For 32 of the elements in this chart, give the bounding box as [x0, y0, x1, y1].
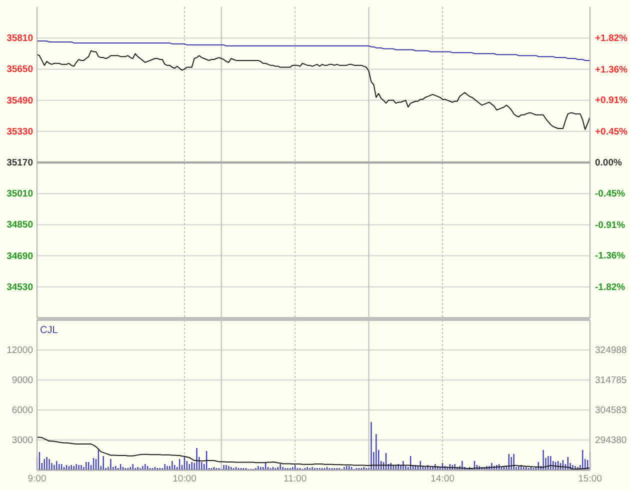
- y2-tick-label: +0.45%: [595, 126, 628, 138]
- y-tick-label: 34690: [6, 250, 33, 262]
- y2-tick-label: -1.82%: [595, 282, 626, 294]
- x-tick-label: 14:00: [430, 474, 454, 485]
- y-tick-label: 35490: [6, 95, 33, 106]
- x-tick-label: 11:00: [284, 474, 307, 485]
- y2-tick-label: +1.36%: [595, 64, 628, 76]
- y2-tick-label: 0.00%: [595, 158, 622, 169]
- y2-tick-label: -1.36%: [595, 250, 626, 262]
- y-tick-label: 35650: [6, 64, 33, 76]
- y2-tick-label: -0.91%: [595, 220, 626, 231]
- y-tick-label: 35330: [6, 126, 33, 138]
- y-tick-label: 3000: [12, 435, 33, 446]
- y-tick-label: 6000: [12, 405, 33, 416]
- y-tick-label: 35010: [6, 188, 33, 200]
- x-tick-label: 15:00: [578, 474, 602, 485]
- y2-tick-label: +0.91%: [595, 95, 628, 106]
- x-tick-label: 10:00: [172, 474, 196, 485]
- y2-tick-label: -0.45%: [595, 188, 626, 200]
- y-tick-label: 35170: [6, 158, 33, 169]
- y2-tick-label: 314785: [595, 375, 627, 386]
- y2-tick-label: 294380: [595, 435, 627, 446]
- y-tick-label: 12000: [6, 345, 33, 356]
- y-tick-label: 9000: [12, 375, 33, 386]
- y2-tick-label: 324988: [595, 345, 627, 356]
- y-tick-label: 34530: [6, 282, 33, 293]
- y-tick-label: 34850: [6, 220, 33, 231]
- y-tick-label: 35810: [6, 33, 33, 44]
- y2-tick-label: 304583: [595, 405, 627, 416]
- text: CJL: [40, 325, 58, 336]
- y2-tick-label: +1.82%: [595, 32, 628, 44]
- x-tick-label: 9:00: [28, 474, 46, 485]
